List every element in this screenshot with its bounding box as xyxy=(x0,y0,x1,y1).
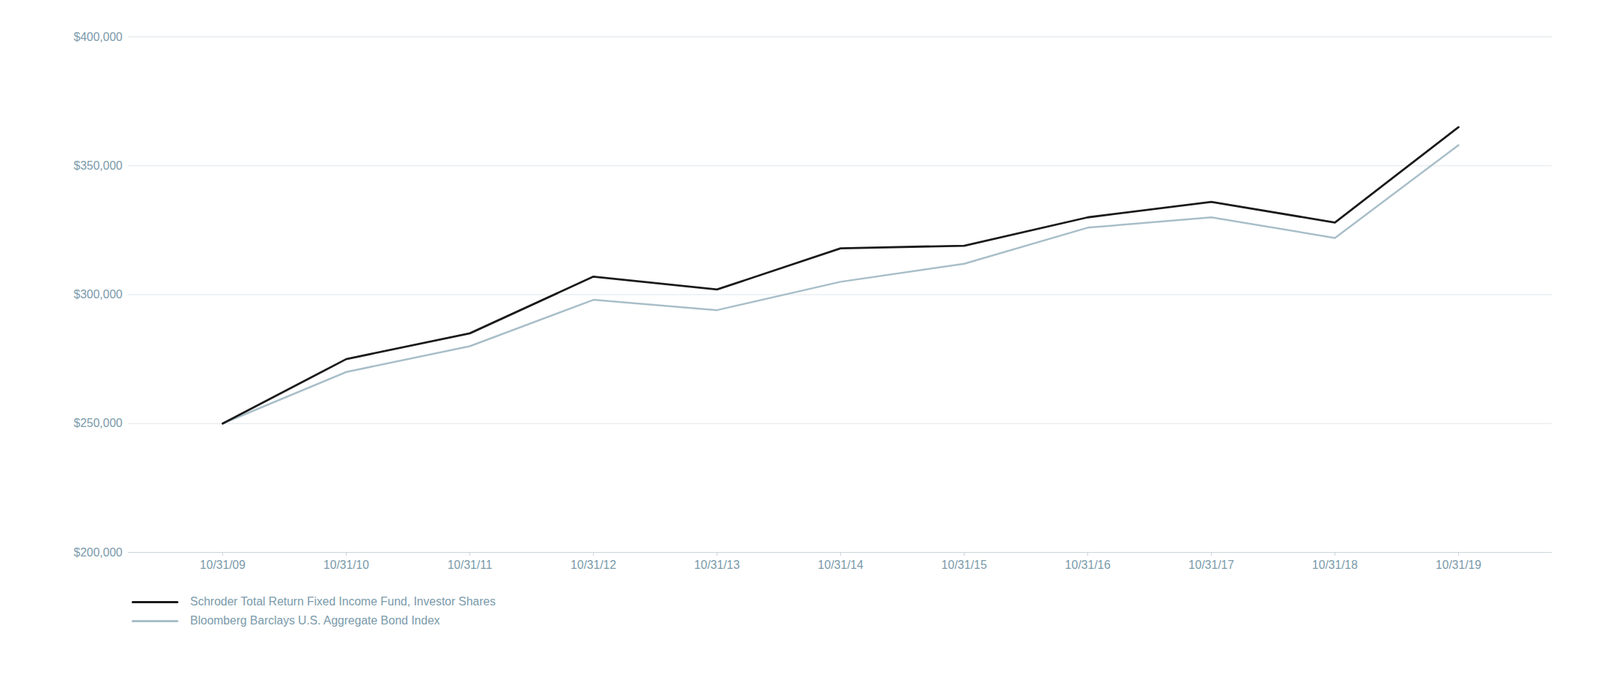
svg-text:10/31/09: 10/31/09 xyxy=(199,558,245,572)
html-text:Bloomberg Barclays U.S. Aggreg: Bloomberg Barclays U.S. Aggregate Bond I… xyxy=(190,614,440,627)
svg-text:10/31/13: 10/31/13 xyxy=(693,558,740,572)
svg-text:10/31/10: 10/31/10 xyxy=(323,558,369,572)
svg-text:10/31/17: 10/31/17 xyxy=(1188,558,1234,572)
svg-text:10/31/14: 10/31/14 xyxy=(817,558,863,572)
svg-text:$300,000: $300,000 xyxy=(73,288,123,301)
svg-text:$400,000: $400,000 xyxy=(73,30,123,44)
svg-text:10/31/16: 10/31/16 xyxy=(1064,558,1111,572)
svg-text:10/31/12: 10/31/12 xyxy=(570,558,616,572)
svg-text:$250,000: $250,000 xyxy=(73,416,123,430)
svg-text:$200,000: $200,000 xyxy=(73,546,123,559)
html-text:Schroder Total Return Fixed In: Schroder Total Return Fixed Income Fund,… xyxy=(190,595,496,608)
svg-text:10/31/15: 10/31/15 xyxy=(941,558,987,572)
svg-text:10/31/19: 10/31/19 xyxy=(1435,558,1481,572)
svg-text:10/31/18: 10/31/18 xyxy=(1311,558,1358,572)
svg-text:10/31/11: 10/31/11 xyxy=(447,558,493,572)
svg-text:$350,000: $350,000 xyxy=(73,159,123,172)
